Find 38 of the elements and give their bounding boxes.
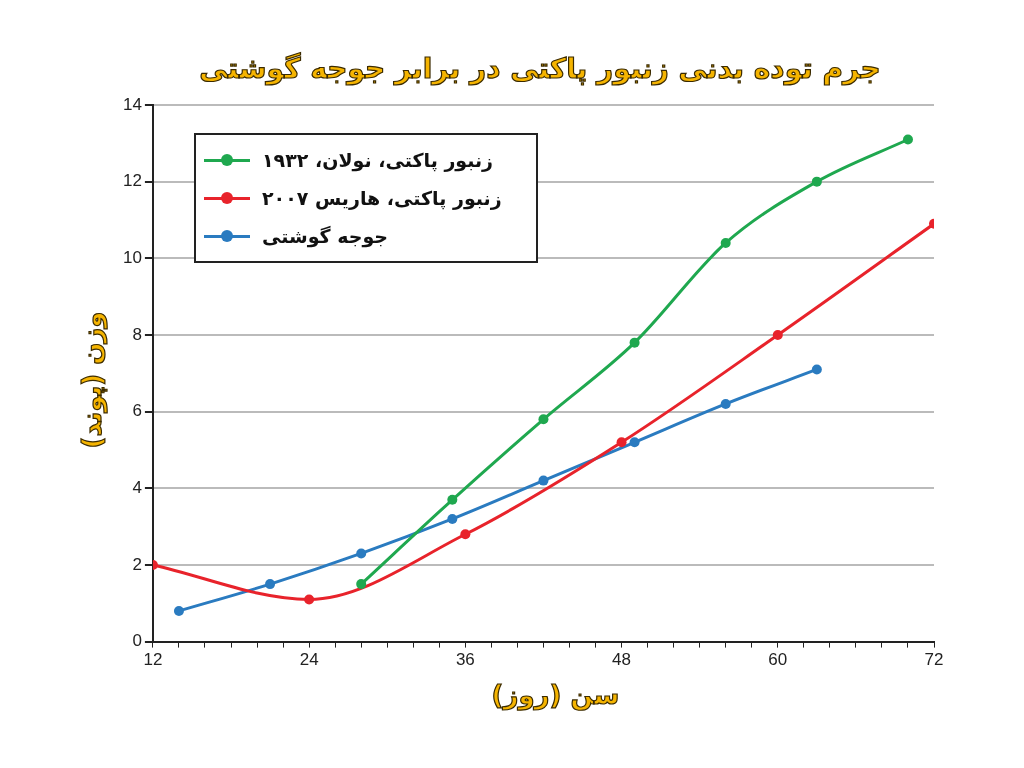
point bbox=[173, 605, 184, 616]
x-tick-label: 36 bbox=[455, 650, 475, 670]
point bbox=[304, 594, 315, 605]
x-tick-label: 60 bbox=[768, 650, 788, 670]
point bbox=[811, 364, 822, 375]
y-tick-label: 4 bbox=[132, 477, 142, 497]
point bbox=[811, 176, 822, 187]
point bbox=[902, 134, 913, 145]
point bbox=[538, 414, 549, 425]
point bbox=[447, 494, 458, 505]
point bbox=[772, 329, 783, 340]
chart-title: جرم توده بدنی زنبور پاکتی در برابر جوجه گوشتی bbox=[198, 52, 882, 85]
point bbox=[460, 529, 471, 540]
point bbox=[629, 337, 640, 348]
y-tick-label: 2 bbox=[132, 554, 142, 574]
y-tick-label: 12 bbox=[122, 171, 142, 191]
point bbox=[629, 437, 640, 448]
x-tick-label: 24 bbox=[299, 650, 319, 670]
point bbox=[616, 437, 627, 448]
point bbox=[720, 398, 731, 409]
y-tick-label: 10 bbox=[122, 248, 142, 267]
point bbox=[356, 548, 367, 559]
point bbox=[447, 513, 458, 524]
y-tick-label: 0 bbox=[132, 631, 142, 651]
y-tick-label: 8 bbox=[132, 324, 142, 344]
point bbox=[720, 237, 731, 248]
x-tick-label: 48 bbox=[612, 650, 632, 670]
point bbox=[538, 475, 549, 486]
point bbox=[356, 579, 367, 590]
legend-label: زنبور پاکتی، هاریس ۲۰۰۷ bbox=[262, 187, 502, 209]
legend-label: زنبور پاکتی، نولان، ۱۹۳۲ bbox=[262, 149, 494, 171]
y-axis-title: وزن (پوند) bbox=[77, 311, 107, 449]
x-axis-title: سن (روز) bbox=[490, 680, 621, 710]
y-tick-label: 14 bbox=[122, 94, 142, 114]
x-tick-label: 72 bbox=[924, 650, 944, 670]
legend-label: جوجه گوشتی bbox=[262, 225, 389, 247]
y-tick-label: 6 bbox=[132, 401, 142, 421]
point bbox=[265, 579, 276, 590]
